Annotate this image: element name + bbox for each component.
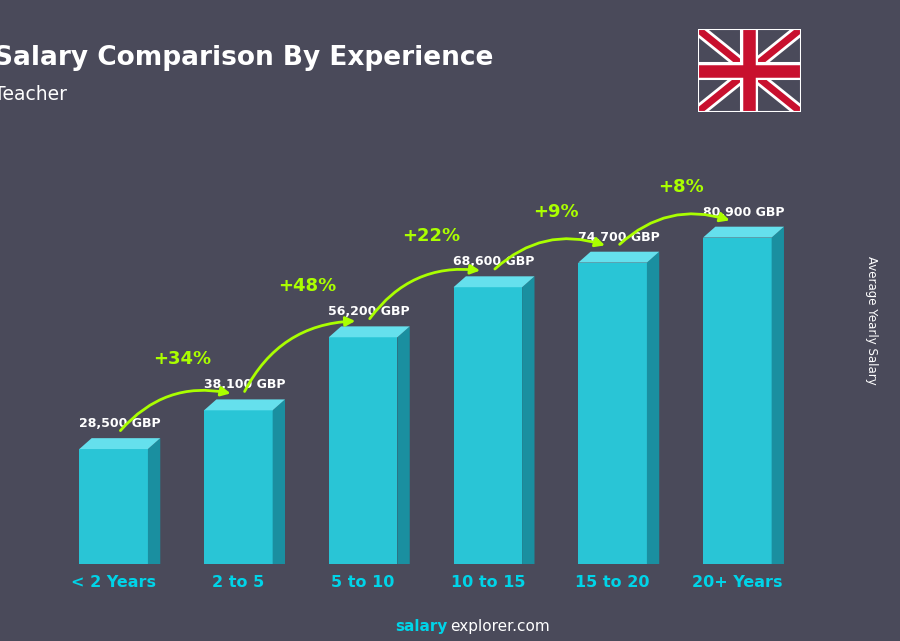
Polygon shape [522,276,535,564]
Text: 80,900 GBP: 80,900 GBP [703,206,784,219]
Text: Average Yearly Salary: Average Yearly Salary [865,256,878,385]
Text: 56,200 GBP: 56,200 GBP [328,305,410,319]
Polygon shape [79,449,148,564]
Text: Teacher: Teacher [0,85,67,104]
Polygon shape [328,337,398,564]
Polygon shape [703,227,784,238]
Polygon shape [771,227,784,564]
Text: +34%: +34% [153,351,211,369]
Text: 38,100 GBP: 38,100 GBP [203,378,285,392]
Polygon shape [148,438,160,564]
Polygon shape [579,252,659,263]
Text: +48%: +48% [278,278,336,296]
Text: +8%: +8% [658,178,704,196]
Text: explorer.com: explorer.com [450,619,550,635]
Polygon shape [273,399,285,564]
Polygon shape [454,276,535,287]
Text: 28,500 GBP: 28,500 GBP [79,417,160,430]
Text: +9%: +9% [534,203,580,221]
Polygon shape [328,326,410,337]
Text: 68,600 GBP: 68,600 GBP [454,255,535,269]
Text: Salary Comparison By Experience: Salary Comparison By Experience [0,46,493,71]
Polygon shape [647,252,659,564]
Text: salary: salary [395,619,447,635]
Text: 74,700 GBP: 74,700 GBP [578,231,660,244]
Polygon shape [454,287,522,564]
Polygon shape [204,399,285,410]
Polygon shape [703,238,771,564]
Polygon shape [204,410,273,564]
Polygon shape [79,438,160,449]
Polygon shape [398,326,410,564]
Polygon shape [579,263,647,564]
Text: +22%: +22% [402,228,461,246]
